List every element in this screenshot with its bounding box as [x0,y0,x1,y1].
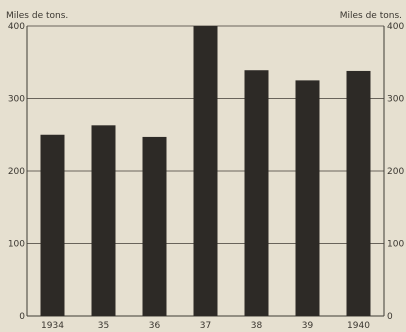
left-tick-label-300: 300 [8,95,25,105]
right-tick-label-200: 200 [387,167,404,177]
category-label-39: 39 [302,321,314,331]
left-tick-labels: 0 100 200 300 400 [8,22,25,322]
left-tick-label-0: 0 [19,312,25,322]
left-tick-label-100: 100 [8,240,25,250]
bar-35 [91,125,116,316]
right-tick-label-0: 0 [387,312,393,322]
bar-1940 [346,70,371,316]
right-tick-label-400: 400 [387,22,404,32]
category-labels: 1934 35 36 37 38 39 1940 [41,321,370,331]
category-label-36: 36 [149,321,161,331]
bars [40,26,371,316]
bar-39 [295,80,320,316]
category-label-1934: 1934 [41,321,64,331]
category-label-1940: 1940 [347,321,370,331]
category-label-35: 35 [98,321,109,331]
bar-36 [142,136,167,316]
left-axis-unit-label: Miles de tons. [6,11,68,21]
right-tick-label-100: 100 [387,240,404,250]
bar-37 [193,26,218,316]
bar-38 [244,70,269,316]
category-label-38: 38 [251,321,263,331]
right-axis-unit-label: Miles de tons. [340,11,402,21]
left-tick-label-200: 200 [8,167,25,177]
right-tick-label-300: 300 [387,95,404,105]
left-tick-label-400: 400 [8,22,25,32]
category-label-37: 37 [200,321,211,331]
right-tick-labels: 0 100 200 300 400 [387,22,404,322]
bar-1934 [40,134,65,316]
